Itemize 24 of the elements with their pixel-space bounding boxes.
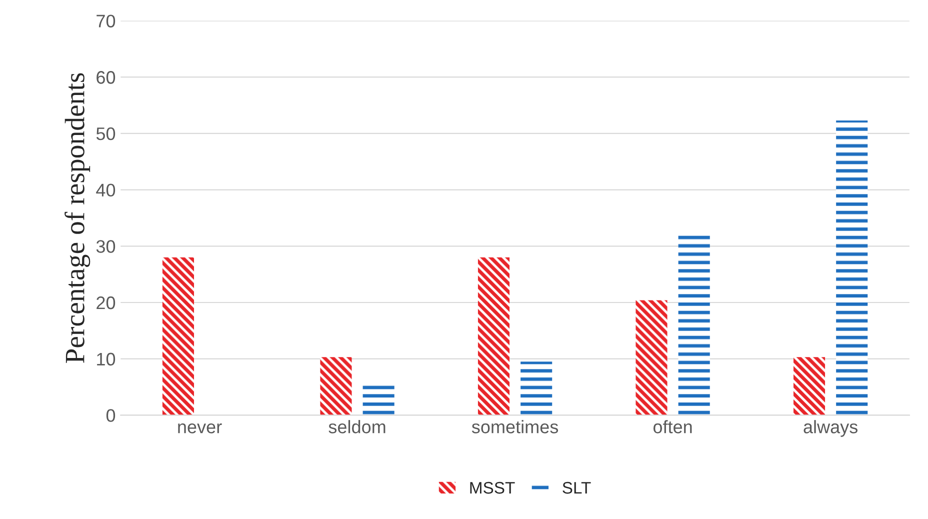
legend-label: SLT xyxy=(562,482,591,494)
bar xyxy=(836,120,868,416)
x-tick-label: sometimes xyxy=(472,420,558,434)
bar xyxy=(520,362,552,416)
x-tick-label: seldom xyxy=(328,420,386,434)
y-tick-label: 30 xyxy=(96,240,116,253)
y-tick-label: 20 xyxy=(96,296,116,310)
bar xyxy=(478,257,510,416)
y-tick-label: 10 xyxy=(97,352,116,366)
bar xyxy=(320,357,352,416)
bar xyxy=(362,384,394,416)
y-tick-label: 60 xyxy=(96,71,116,84)
x-tick-label: always xyxy=(804,420,858,437)
y-tick-label: 40 xyxy=(96,184,116,197)
bar xyxy=(162,257,194,416)
y-tick-label: 50 xyxy=(96,127,116,140)
legend-label: MSST xyxy=(470,482,515,494)
y-tick-label: 70 xyxy=(96,14,116,28)
x-tick-label: often xyxy=(653,420,692,434)
y-tick-label: 0 xyxy=(106,409,116,422)
bar xyxy=(636,300,668,416)
x-tick-label: never xyxy=(178,423,222,434)
bar xyxy=(793,357,826,416)
y-axis-title: Percentage of respondents xyxy=(64,73,90,363)
